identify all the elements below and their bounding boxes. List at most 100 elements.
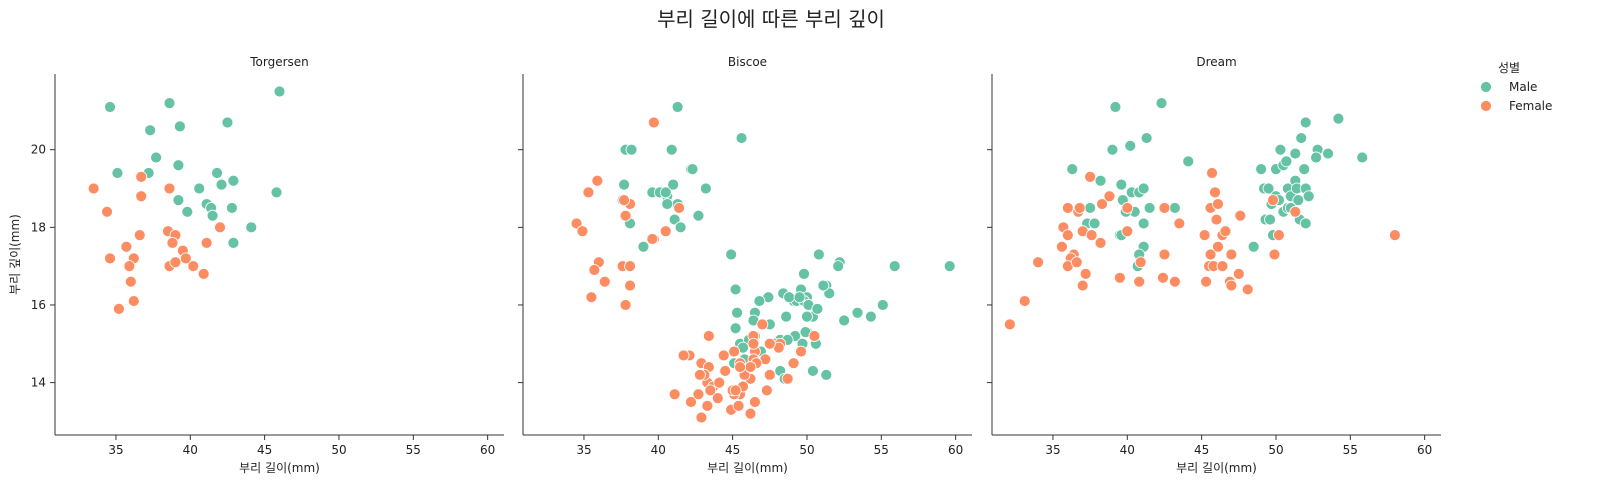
- point-torgersen-male-9: [211, 167, 223, 179]
- point-biscoe-male-53: [851, 306, 864, 319]
- point-dream-male-7: [1094, 174, 1107, 187]
- point-torgersen-male-7: [111, 167, 124, 179]
- point-biscoe-female-11: [646, 233, 659, 245]
- point-biscoe-male-9: [699, 182, 712, 195]
- point-dream-male-6: [1066, 163, 1079, 176]
- point-torgersen-female-20: [197, 268, 210, 280]
- point-dream-female-40: [1113, 271, 1126, 284]
- x-tick-label-biscoe-40: 40: [651, 443, 666, 457]
- legend-label-female: Female: [1509, 99, 1552, 113]
- point-dream-male-17: [1084, 202, 1097, 214]
- point-biscoe-female-5: [618, 194, 630, 207]
- x-tick-label-dream-35: 35: [1045, 443, 1060, 457]
- point-biscoe-female-57: [732, 399, 745, 412]
- x-tick-label-torgersen-55: 55: [406, 443, 421, 457]
- panel-title-biscoe: Biscoe: [728, 55, 767, 69]
- point-dream-male-57: [1264, 213, 1276, 226]
- point-torgersen-female-8: [133, 229, 146, 241]
- point-dream-female-50: [1225, 279, 1238, 292]
- point-dream-female-39: [1079, 268, 1092, 280]
- point-dream-female-38: [1070, 256, 1083, 269]
- point-dream-female-3: [1103, 190, 1116, 203]
- point-biscoe-female-36: [795, 345, 807, 358]
- point-dream-male-13: [1143, 202, 1156, 214]
- point-biscoe-male-30: [823, 287, 836, 300]
- point-biscoe-male-49: [865, 310, 877, 323]
- facet-panel-torgersen: Torgersen 35 40 45 50 55 60 14 16 18 20 부리 길이(mm) 부리…: [8, 55, 504, 475]
- point-biscoe-female-61: [668, 388, 681, 401]
- point-dream-male-37: [1299, 116, 1312, 129]
- point-dream-male-16: [1137, 217, 1150, 230]
- point-biscoe-female-7: [570, 217, 583, 230]
- point-dream-female-30: [1204, 248, 1217, 261]
- point-biscoe-female-20: [756, 318, 769, 331]
- point-dream-male-51: [1302, 190, 1315, 203]
- point-dream-female-51: [1241, 283, 1254, 296]
- point-biscoe-male-17: [668, 213, 681, 226]
- point-dream-female-8: [1209, 186, 1221, 199]
- point-dream-female-13: [1267, 194, 1279, 207]
- x-tick-label-torgersen-50: 50: [331, 443, 346, 457]
- point-biscoe-male-18: [692, 209, 705, 222]
- point-torgersen-male-12: [227, 174, 240, 187]
- x-tick-label-biscoe-45: 45: [725, 443, 740, 457]
- point-dream-female-24: [1085, 229, 1098, 241]
- point-torgersen-female-15: [179, 252, 192, 265]
- point-dream-female-31: [1212, 240, 1224, 253]
- x-tick-label-biscoe-60: 60: [948, 443, 963, 457]
- point-biscoe-female-60: [744, 407, 757, 420]
- point-torgersen-female-10: [200, 236, 213, 249]
- point-torgersen-male-11: [193, 182, 206, 195]
- point-torgersen-male-15: [172, 194, 185, 207]
- figure-title: 부리 길이에 따른 부리 깊이: [657, 7, 885, 31]
- point-biscoe-male-4: [665, 143, 678, 156]
- point-dream-female-44: [1200, 275, 1212, 288]
- point-torgersen-female-4: [101, 205, 113, 218]
- point-biscoe-female-69: [729, 384, 742, 397]
- point-dream-female-11: [1210, 213, 1223, 226]
- point-biscoe-female-15: [588, 264, 601, 276]
- point-dream-male-0: [1155, 97, 1168, 110]
- point-biscoe-male-31: [817, 279, 830, 292]
- point-dream-male-5: [1182, 155, 1195, 168]
- point-biscoe-male-42: [793, 291, 806, 304]
- point-dream-female-27: [1055, 240, 1068, 253]
- point-biscoe-male-72: [729, 322, 742, 335]
- point-dream-female-1: [1206, 167, 1218, 179]
- point-dream-female-33: [1268, 248, 1281, 261]
- x-tick-label-dream-60: 60: [1417, 443, 1432, 457]
- point-dream-male-42: [1332, 112, 1345, 125]
- point-biscoe-male-1: [735, 132, 748, 144]
- point-torgersen-female-13: [104, 252, 116, 265]
- x-tick-label-biscoe-50: 50: [799, 443, 814, 457]
- point-biscoe-male-45: [811, 302, 824, 315]
- y-tick-label-torgersen-16: 16: [31, 298, 46, 312]
- point-biscoe-male-51: [838, 314, 851, 327]
- legend: 성별 Male Female: [1480, 61, 1552, 113]
- point-torgersen-male-5: [221, 116, 234, 129]
- point-dream-male-49: [1298, 163, 1311, 176]
- point-biscoe-male-6: [686, 163, 699, 176]
- point-dream-female-41: [1133, 275, 1146, 288]
- point-torgersen-male-4: [173, 120, 186, 133]
- point-biscoe-male-25: [832, 260, 845, 273]
- point-biscoe-female-67: [760, 384, 773, 397]
- point-biscoe-female-62: [685, 396, 697, 408]
- x-tick-label-dream-40: 40: [1120, 443, 1135, 457]
- point-torgersen-male-19: [181, 205, 194, 218]
- legend-label-male: Male: [1509, 80, 1537, 94]
- point-biscoe-female-37: [763, 337, 776, 350]
- point-biscoe-male-19: [674, 221, 687, 234]
- point-torgersen-male-20: [206, 209, 219, 222]
- point-biscoe-male-8: [667, 178, 680, 191]
- point-dream-male-38: [1289, 147, 1302, 160]
- point-biscoe-female-8: [576, 225, 589, 238]
- y-axis-label-torgersen: 부리 깊이(mm): [8, 214, 22, 295]
- point-biscoe-female-56: [701, 399, 714, 412]
- point-biscoe-female-54: [713, 376, 726, 389]
- point-dream-female-22: [1219, 225, 1232, 238]
- point-torgersen-male-23: [227, 236, 240, 249]
- point-biscoe-female-30: [763, 368, 776, 381]
- point-dream-female-52: [1076, 279, 1089, 292]
- point-dream-male-1: [1109, 101, 1122, 113]
